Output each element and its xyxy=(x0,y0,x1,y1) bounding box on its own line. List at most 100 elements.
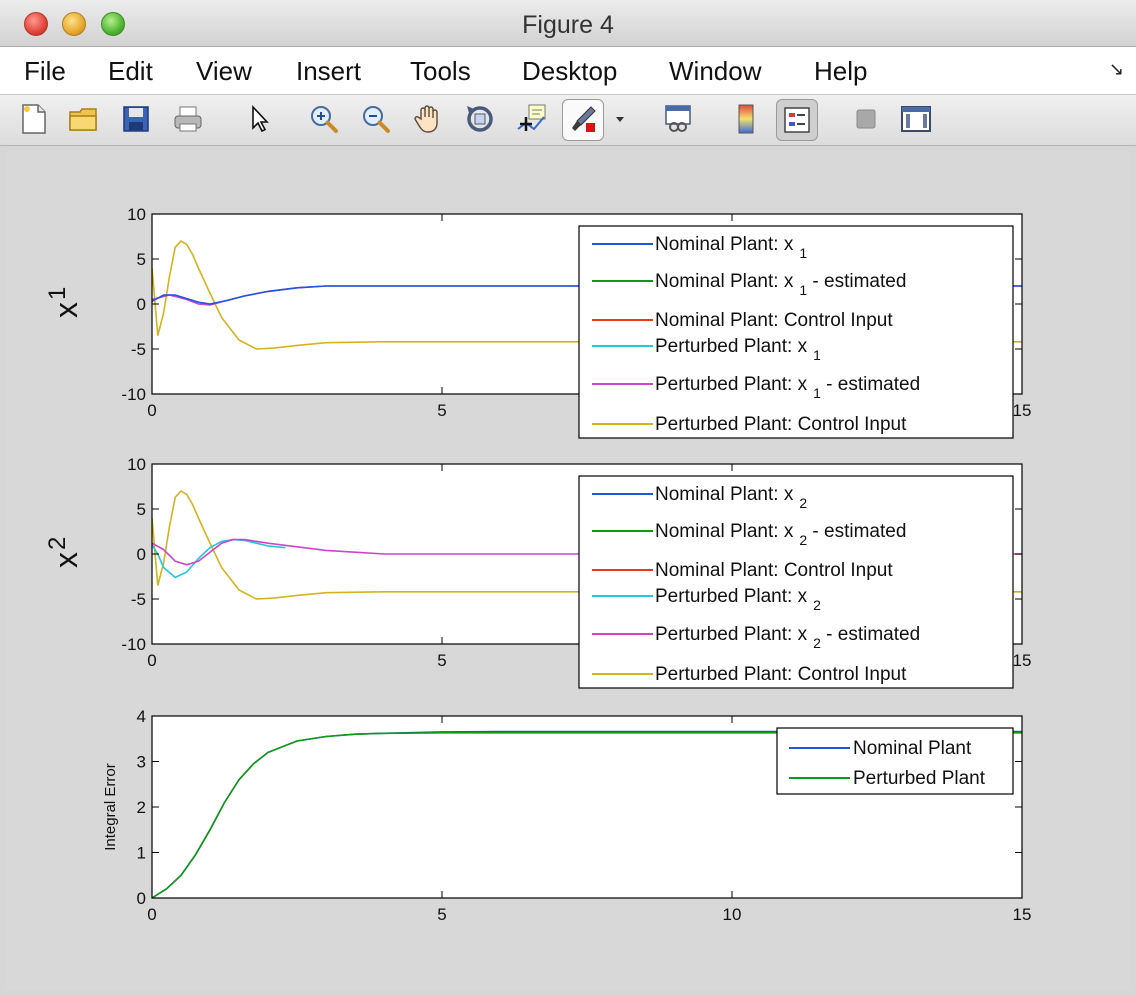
legend-entry-label: Nominal Plant xyxy=(853,738,972,759)
legend-entry-main: Nominal Plant: Control Input xyxy=(655,310,893,331)
legend-entry-subscript: 1 xyxy=(799,282,807,298)
menu-window[interactable]: Window xyxy=(669,56,762,86)
y-tick-label: 0 xyxy=(137,295,146,314)
zoom-window-button[interactable] xyxy=(101,12,125,36)
menu-bar: File Edit View Insert Tools Desktop Wind… xyxy=(0,47,1136,95)
legend-entry-main: Perturbed Plant: x xyxy=(655,624,808,645)
legend: Nominal Plant: x 1 Nominal Plant: x 1 - est… xyxy=(578,225,1014,439)
brush-icon[interactable] xyxy=(562,99,604,141)
x-tick-label: 0 xyxy=(147,651,156,670)
legend-entry-subscript: 1 xyxy=(799,245,807,261)
save-icon[interactable] xyxy=(118,101,154,137)
y-tick-label: 3 xyxy=(137,753,146,772)
y-tick-label: -10 xyxy=(121,635,146,654)
pan-hand-icon[interactable] xyxy=(410,101,446,137)
y-tick-label: 0 xyxy=(137,545,146,564)
legend-entry-main: Nominal Plant: x xyxy=(655,234,794,255)
legend-entry-label: Nominal Plant: Control Input xyxy=(655,560,893,581)
legend-box xyxy=(776,727,1014,795)
x-tick-label: 5 xyxy=(437,651,446,670)
y-axis-label: x2 xyxy=(44,537,84,568)
legend-entry-main: Perturbed Plant: x xyxy=(655,374,808,395)
legend-entry-label: Nominal Plant: x 1 xyxy=(655,234,807,261)
show-plot-tools-icon[interactable] xyxy=(898,101,934,137)
new-figure-icon[interactable] xyxy=(16,101,52,137)
menu-view[interactable]: View xyxy=(196,56,252,86)
legend-entry-main: Nominal Plant: x xyxy=(655,484,794,505)
print-icon[interactable] xyxy=(170,101,206,137)
colorbar-icon[interactable] xyxy=(728,101,764,137)
legend-entry-subscript: 2 xyxy=(813,635,821,651)
legend-entry-label: Perturbed Plant: x 2 - estimated xyxy=(655,624,920,651)
legend-entry-label: Perturbed Plant: Control Input xyxy=(655,664,907,685)
dock-arrow-icon[interactable]: ↘ xyxy=(1108,59,1124,79)
y-axis-label-main: x xyxy=(48,552,84,568)
legend-icon[interactable] xyxy=(776,99,818,141)
menu-insert[interactable]: Insert xyxy=(296,56,362,86)
title-bar: Figure 4 xyxy=(0,0,1136,47)
y-tick-label: 5 xyxy=(137,500,146,519)
x-tick-label: 15 xyxy=(1013,651,1032,670)
y-axis-label-sub: 1 xyxy=(44,287,71,300)
y-tick-label: 0 xyxy=(137,889,146,908)
legend-entry-main: Perturbed Plant: Control Input xyxy=(655,664,907,685)
rotate-3d-icon[interactable] xyxy=(462,101,498,137)
menu-help[interactable]: Help xyxy=(814,56,868,86)
legend-entry-main: Nominal Plant: x xyxy=(655,271,794,292)
legend-entry-subscript: 1 xyxy=(813,347,821,363)
window-title: Figure 4 xyxy=(522,11,614,39)
y-tick-label: -5 xyxy=(131,340,146,359)
zoom-out-icon[interactable] xyxy=(358,101,394,137)
legend-entry-main: Perturbed Plant xyxy=(853,768,986,789)
x-tick-label: 5 xyxy=(437,905,446,924)
legend-entry-label: Nominal Plant: x 1 - estimated xyxy=(655,271,906,298)
legend-entry-suffix: - estimated xyxy=(807,271,906,292)
y-tick-label: -5 xyxy=(131,590,146,609)
menu-tools[interactable]: Tools xyxy=(410,56,471,86)
y-tick-label: 5 xyxy=(137,250,146,269)
y-axis-label-main: x xyxy=(48,302,84,318)
pointer-icon[interactable] xyxy=(240,101,276,137)
legend-entry-label: Nominal Plant: Control Input xyxy=(655,310,893,331)
figure-toolbar xyxy=(0,95,1136,146)
x-tick-label: 0 xyxy=(147,905,156,924)
legend-box xyxy=(578,225,1014,439)
legend-entry-label: Perturbed Plant: x 1 xyxy=(655,336,821,363)
legend: Nominal Plant: x 2 Nominal Plant: x 2 - est… xyxy=(578,475,1014,689)
x-tick-label: 15 xyxy=(1013,905,1032,924)
legend-entry-main: Nominal Plant: x xyxy=(655,521,794,542)
legend-entry-subscript: 1 xyxy=(813,385,821,401)
y-tick-label: -10 xyxy=(121,385,146,404)
minimize-window-button[interactable] xyxy=(62,12,86,36)
hide-plot-tools-icon[interactable] xyxy=(848,101,884,137)
legend-entry-suffix: - estimated xyxy=(807,521,906,542)
menu-desktop[interactable]: Desktop xyxy=(522,56,618,86)
legend-entry-label: Nominal Plant: x 2 xyxy=(655,484,807,511)
legend-entry-main: Nominal Plant xyxy=(853,738,972,759)
y-tick-label: 2 xyxy=(137,798,146,817)
legend-entry-label: Perturbed Plant: x 2 xyxy=(655,586,821,613)
close-window-button[interactable] xyxy=(24,12,48,36)
x-tick-label: 0 xyxy=(147,401,156,420)
legend-entry-subscript: 2 xyxy=(813,597,821,613)
link-plot-icon[interactable] xyxy=(660,101,696,137)
legend-entry-label: Perturbed Plant xyxy=(853,768,986,789)
menu-edit[interactable]: Edit xyxy=(108,56,153,86)
data-cursor-icon[interactable] xyxy=(514,101,550,137)
dropdown-arrow-icon[interactable] xyxy=(610,101,630,137)
y-tick-label: 10 xyxy=(127,455,146,474)
legend-entry-suffix: - estimated xyxy=(821,374,920,395)
legend-entry-label: Perturbed Plant: Control Input xyxy=(655,414,907,435)
y-axis-label-sub: 2 xyxy=(44,537,71,550)
y-axis-label: Integral Error xyxy=(102,763,119,851)
menu-file[interactable]: File xyxy=(24,56,66,86)
x-tick-label: 10 xyxy=(723,905,742,924)
zoom-in-icon[interactable] xyxy=(306,101,342,137)
legend-entry-subscript: 2 xyxy=(799,532,807,548)
y-tick-label: 10 xyxy=(127,205,146,224)
open-file-icon[interactable] xyxy=(66,101,102,137)
